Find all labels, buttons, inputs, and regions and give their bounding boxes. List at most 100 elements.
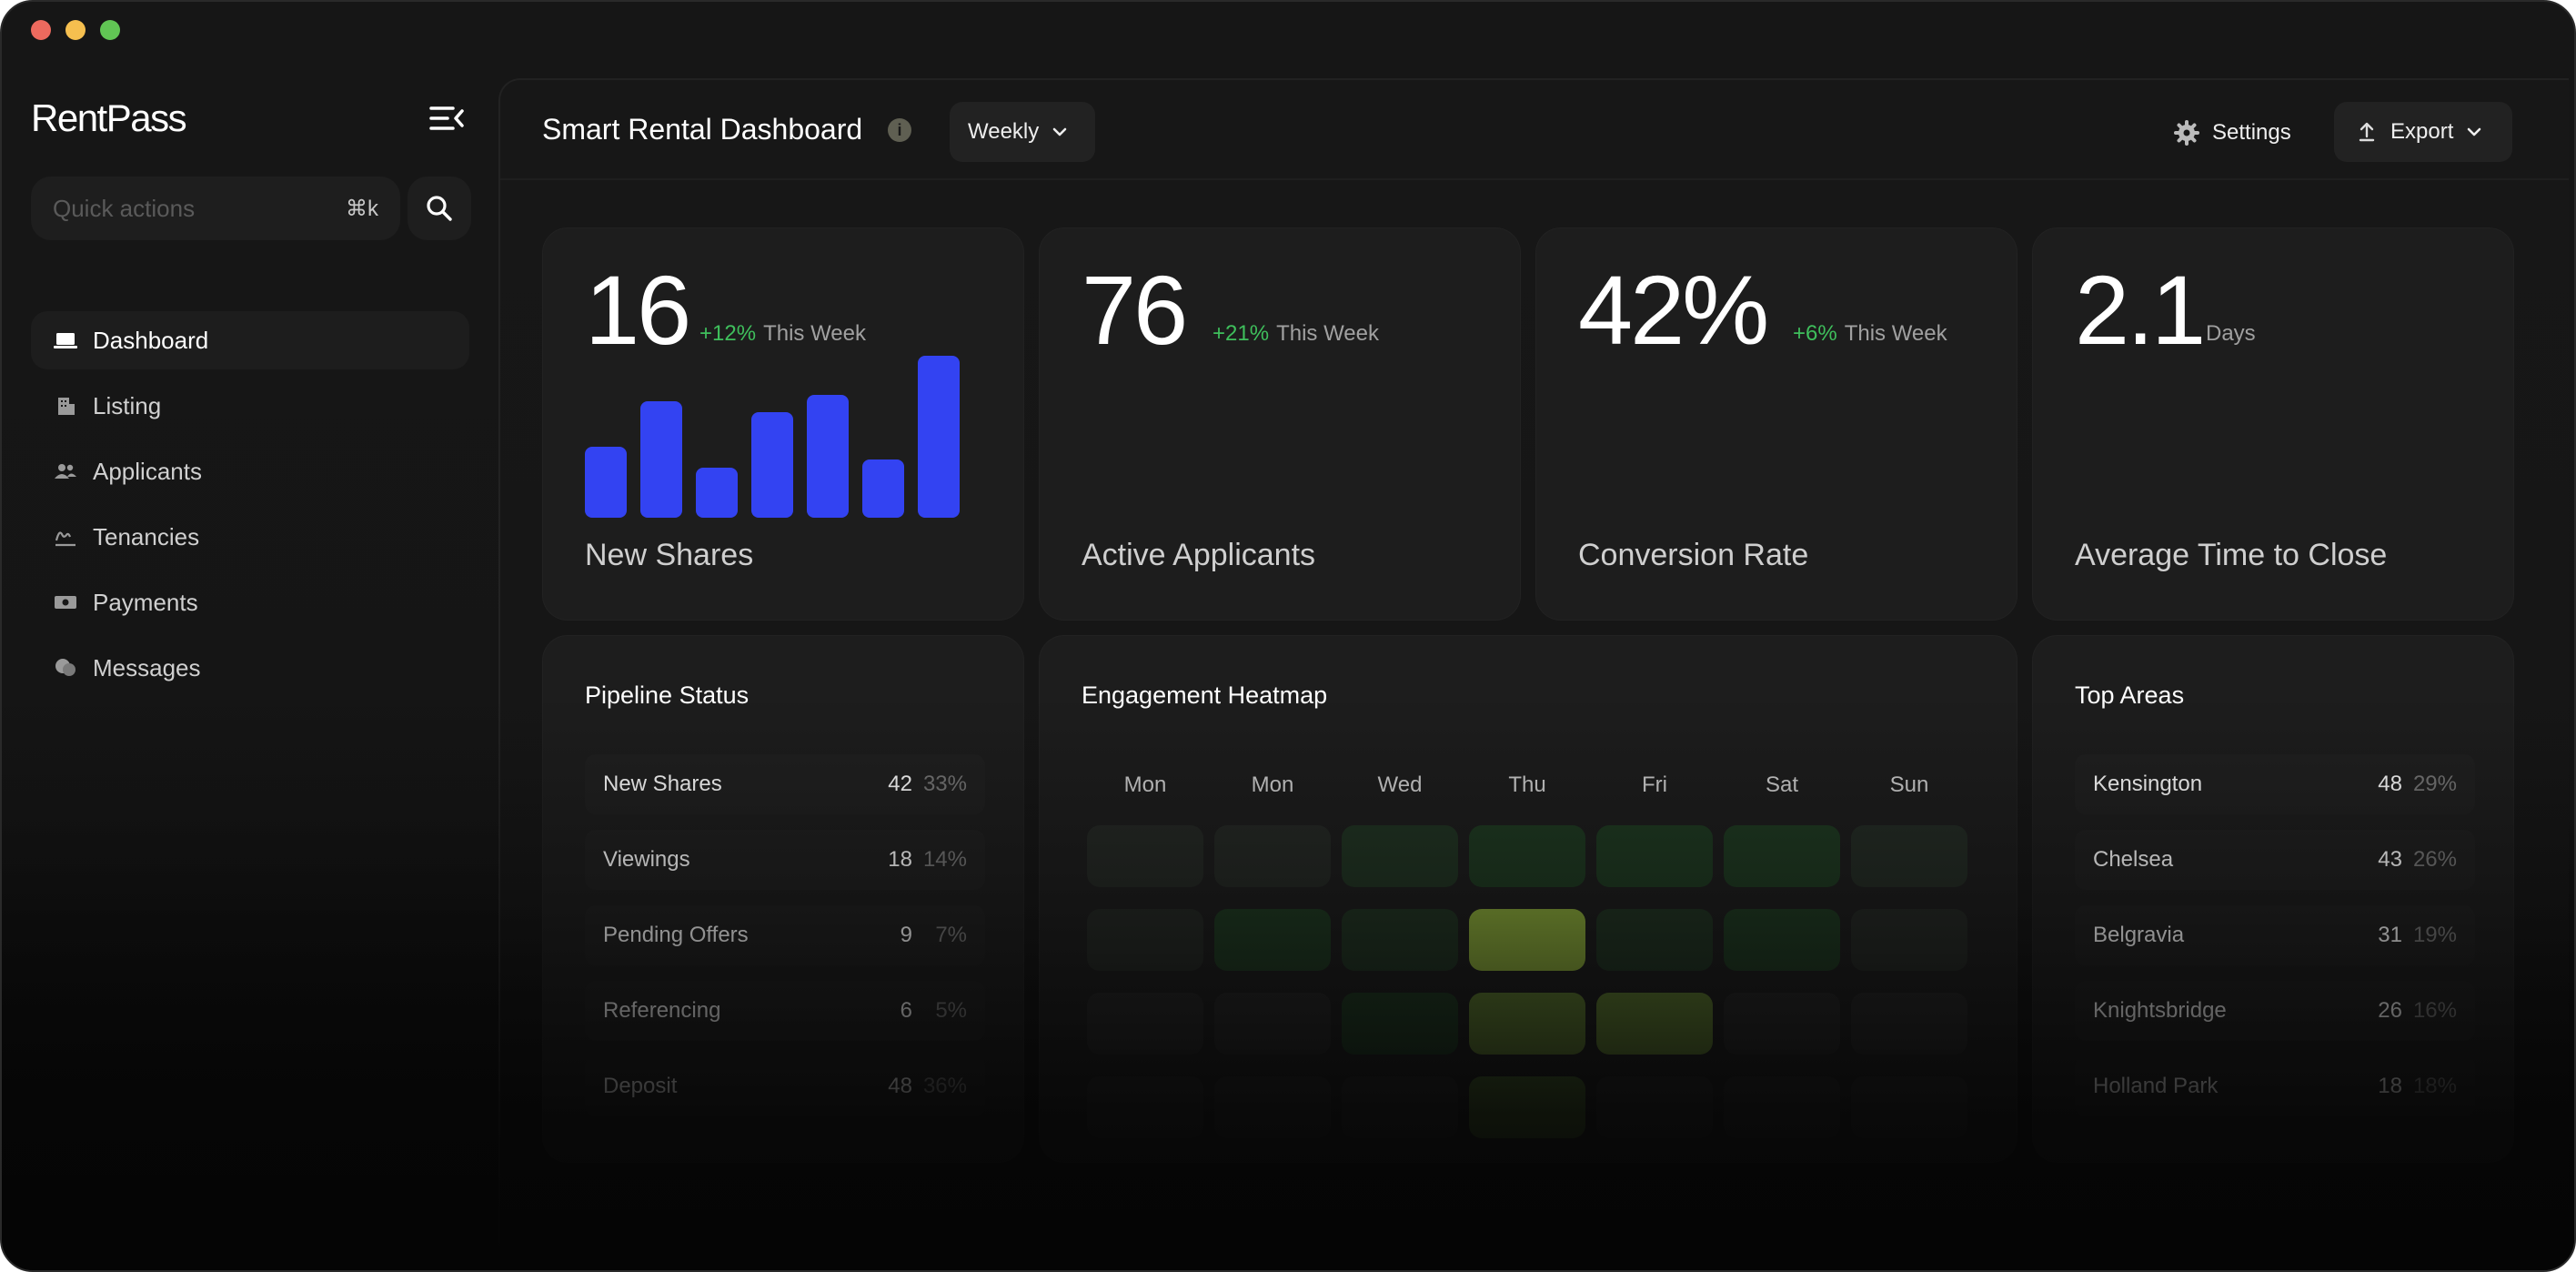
row-name: Viewings xyxy=(603,847,690,872)
row-percent: 5% xyxy=(935,998,967,1023)
heatmap-cell[interactable] xyxy=(1724,993,1840,1055)
quick-actions-input[interactable]: Quick actions ⌘k xyxy=(31,177,400,240)
stat-card-average-time: 2.1 Days Average Time to Close xyxy=(2032,227,2514,621)
minimize-window-button[interactable] xyxy=(65,20,86,40)
heatmap-cell[interactable] xyxy=(1469,825,1585,887)
sidebar-item-label: Tenancies xyxy=(93,522,200,550)
list-item[interactable]: Referencing 6 5% xyxy=(585,981,985,1041)
sidebar-item-listing[interactable]: Listing xyxy=(31,377,469,435)
stat-delta: +6% xyxy=(1793,321,1837,346)
collapse-sidebar-button[interactable] xyxy=(429,102,466,135)
maximize-window-button[interactable] xyxy=(100,20,120,40)
shortcut-hint: ⌘k xyxy=(346,196,378,221)
heatmap-cell[interactable] xyxy=(1724,909,1840,971)
search-button[interactable] xyxy=(408,177,471,240)
list-item[interactable]: New Shares 42 33% xyxy=(585,754,985,814)
building-icon xyxy=(53,393,78,419)
heatmap-cell[interactable] xyxy=(1214,825,1331,887)
export-label: Export xyxy=(2390,119,2454,144)
heatmap-cell[interactable] xyxy=(1851,993,1967,1055)
pipeline-list: New Shares 42 33% Viewings 18 14% Pending Of… xyxy=(585,754,985,1132)
heatmap-cell[interactable] xyxy=(1342,909,1458,971)
heatmap-cell[interactable] xyxy=(1469,909,1585,971)
settings-label: Settings xyxy=(2212,120,2291,145)
stat-delta: +21% xyxy=(1213,321,1270,346)
row-percent: 7% xyxy=(935,923,967,947)
heatmap-cell[interactable] xyxy=(1851,1076,1967,1138)
period-value: Weekly xyxy=(968,119,1040,144)
heatmap-cell[interactable] xyxy=(1851,825,1967,887)
heatmap-cell[interactable] xyxy=(1087,909,1203,971)
sidebar-item-payments[interactable]: Payments xyxy=(31,573,469,631)
sidebar-item-applicants[interactable]: Applicants xyxy=(31,442,469,500)
heatmap-cell[interactable] xyxy=(1342,825,1458,887)
row-percent: 19% xyxy=(2412,923,2457,947)
row-count: 18 xyxy=(2378,1074,2402,1098)
heatmap-cell[interactable] xyxy=(1087,825,1203,887)
period-dropdown[interactable]: Weekly xyxy=(950,102,1095,162)
heatmap-cell[interactable] xyxy=(1469,993,1585,1055)
row-name: Holland Park xyxy=(2093,1074,2219,1098)
row-count: 26 xyxy=(2378,998,2402,1023)
row-name: Knightsbridge xyxy=(2093,998,2227,1023)
stat-label: Active Applicants xyxy=(1082,538,1316,572)
row-count: 43 xyxy=(2378,847,2402,872)
sidebar-item-messages[interactable]: Messages xyxy=(31,639,469,697)
list-item[interactable]: Kensington 48 29% xyxy=(2075,754,2475,814)
day-label: Fri xyxy=(1642,772,1667,797)
row-count: 9 xyxy=(900,923,912,947)
heatmap-cell[interactable] xyxy=(1214,909,1331,971)
sidebar-item-label: Dashboard xyxy=(93,326,209,354)
stat-period: Days xyxy=(2206,321,2256,346)
heatmap-cell[interactable] xyxy=(1724,825,1840,887)
row-percent: 14% xyxy=(922,847,967,872)
heatmap-cell[interactable] xyxy=(1596,909,1713,971)
stat-period: This Week xyxy=(763,321,866,346)
sidebar-item-tenancies[interactable]: Tenancies xyxy=(31,508,469,566)
heatmap-cell[interactable] xyxy=(1596,1076,1713,1138)
stat-period: This Week xyxy=(1276,321,1379,346)
list-item[interactable]: Chelsea 43 26% xyxy=(2075,830,2475,890)
heatmap-cell[interactable] xyxy=(1214,993,1331,1055)
list-item[interactable]: Belgravia 31 19% xyxy=(2075,905,2475,965)
top-areas-card: Top Areas Kensington 48 29% Chelsea 43 26% B… xyxy=(2032,635,2514,1163)
row-percent: 36% xyxy=(922,1074,967,1098)
heatmap-cell[interactable] xyxy=(1851,909,1967,971)
window-controls xyxy=(31,20,120,40)
list-item[interactable]: Deposit 48 36% xyxy=(585,1056,985,1116)
heatmap-cell[interactable] xyxy=(1342,1076,1458,1138)
heatmap-cell[interactable] xyxy=(1596,993,1713,1055)
heatmap-cell[interactable] xyxy=(1469,1076,1585,1138)
list-item[interactable]: Viewings 18 14% xyxy=(585,830,985,890)
top-bar: Smart Rental Dashboard i Weekly Settings xyxy=(500,80,2569,180)
heatmap-cell[interactable] xyxy=(1596,825,1713,887)
heatmap-cell[interactable] xyxy=(1214,1076,1331,1138)
sidebar-nav: Dashboard Listing Applicants Tenancies P… xyxy=(31,311,469,704)
stat-change: +12% This Week xyxy=(699,321,866,347)
day-label: Mon xyxy=(1251,772,1294,797)
row-name: Kensington xyxy=(2093,772,2203,796)
settings-button[interactable]: Settings xyxy=(2174,107,2291,158)
close-window-button[interactable] xyxy=(31,20,51,40)
main-panel: Smart Rental Dashboard i Weekly Settings xyxy=(498,78,2569,1270)
row-name: Referencing xyxy=(603,998,721,1023)
row-percent: 33% xyxy=(922,772,967,796)
app-logo: RentPass xyxy=(31,96,187,139)
row-count: 42 xyxy=(888,772,912,796)
heatmap-cell[interactable] xyxy=(1342,993,1458,1055)
list-item[interactable]: Knightsbridge 26 16% xyxy=(2075,981,2475,1041)
heatmap-cell[interactable] xyxy=(1087,993,1203,1055)
stat-change: Days xyxy=(2206,321,2256,347)
sidebar-item-label: Listing xyxy=(93,391,162,419)
info-icon[interactable]: i xyxy=(888,118,911,142)
list-item[interactable]: Pending Offers 9 7% xyxy=(585,905,985,965)
export-button[interactable]: Export xyxy=(2334,102,2512,162)
search-icon xyxy=(427,196,452,221)
heatmap-cell[interactable] xyxy=(1087,1076,1203,1138)
sidebar-item-dashboard[interactable]: Dashboard xyxy=(31,311,469,369)
heatmap-cell[interactable] xyxy=(1724,1076,1840,1138)
card-title: Top Areas xyxy=(2075,681,2185,709)
new-shares-bar-chart xyxy=(585,356,967,518)
stat-value: 16 xyxy=(585,255,691,365)
list-item[interactable]: Holland Park 18 18% xyxy=(2075,1056,2475,1116)
